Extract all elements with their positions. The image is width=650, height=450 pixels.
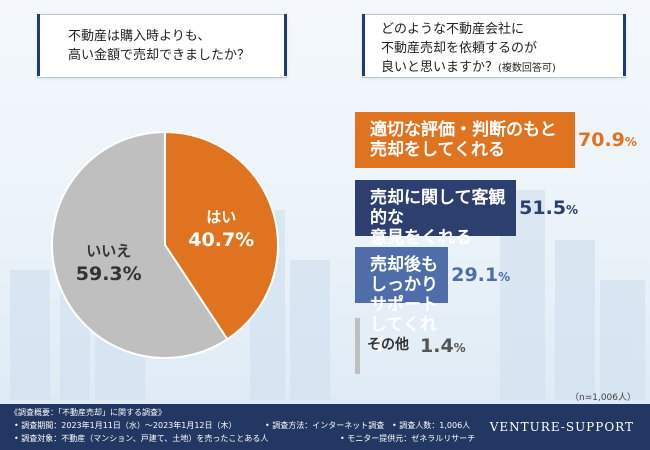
bar-label-1: 売却に関して客観的な 意見をくれる (370, 188, 506, 248)
question-2-main: どのような不動産会社に 不動産売却を依頼するのが 良いと思いますか？ (381, 22, 538, 75)
survey-provider: • モニター提供元：ゼネラルリサーチ (340, 434, 476, 443)
survey-count: • 調査人数：1,006人 (392, 421, 471, 430)
bar-label-3: その他 (367, 337, 409, 353)
bar-label-2: 売却後もしっかり サポートしてくれる (370, 255, 438, 355)
survey-period: • 調査期間：2023年1月11日（水）〜2023年1月12日（木） (14, 421, 237, 430)
bar-value-3: 1.4% (420, 335, 466, 357)
question-2-sub: (複数回答可) (498, 63, 556, 74)
bar-0: 適切な評価・判断のもと 売却をしてくれる (355, 112, 575, 168)
bar-1: 売却に関して客観的な 意見をくれる (355, 180, 517, 248)
pie-label-0: はい (206, 208, 236, 226)
sample-size-note: （n=1,006人） (569, 393, 636, 403)
survey-title: 《調査概要：「不動産売却」に関する調査》 (10, 408, 166, 417)
question-2-box: どのような不動産会社に 不動産売却を依頼するのが 良いと思いますか？(複数回答可… (362, 14, 626, 78)
bar-3: その他 (355, 318, 425, 374)
pie-chart: はい 40.7% いいえ 59.3% (51, 130, 279, 359)
bar-2: 売却後もしっかり サポートしてくれる (355, 247, 449, 355)
pie-value-1: 59.3% (76, 263, 142, 285)
bar-label-0: 適切な評価・判断のもと 売却をしてくれる (370, 120, 557, 160)
pie-label-1: いいえ (86, 242, 131, 260)
brand-logo: VENTURE-SUPPORT (489, 420, 634, 434)
question-1-box: 不動産は購入時よりも、 高い金額で売却できましたか？ (37, 14, 287, 78)
pie-value-0: 40.7% (188, 229, 254, 251)
question-1-text: 不動産は購入時よりも、 高い金額で売却できましたか？ (68, 29, 251, 63)
question-2-text: どのような不動産会社に 不動産売却を依頼するのが 良いと思いますか？(複数回答可… (381, 20, 556, 78)
bar-value-2: 29.1% (451, 264, 511, 286)
survey-target: • 調査対象：不動産（マンション、戸建て、土地）を売ったことある人 (14, 434, 269, 443)
footer: 《調査概要：「不動産売却」に関する調査》 • 調査期間：2023年1月11日（水… (0, 404, 650, 450)
survey-method: • 調査方法：インターネット調査 (265, 421, 385, 430)
bar-value-1: 51.5% (519, 197, 579, 219)
bar-value-0: 70.9% (578, 129, 637, 151)
pie-slice-1 (51, 130, 229, 359)
